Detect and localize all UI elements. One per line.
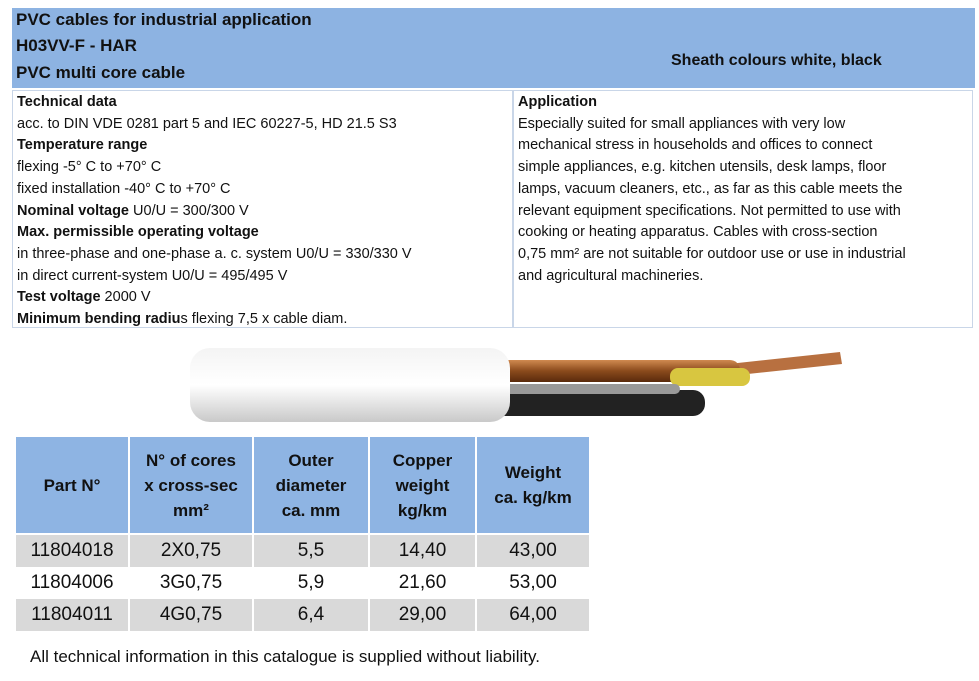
table-cell: 4G0,75 <box>130 599 252 631</box>
title-line: PVC cables for industrial application <box>16 10 312 29</box>
application-line: Especially suited for small appliances w… <box>518 115 846 132</box>
application-line: mechanical stress in households and offi… <box>518 137 873 154</box>
table-cell: 29,00 <box>370 599 475 631</box>
application-title: Application <box>518 94 597 110</box>
technical-text: s flexing 7,5 x cable diam. <box>180 311 348 328</box>
disclaimer: All technical information in this catalo… <box>30 647 540 666</box>
column-header: N° of cores x cross-sec mm² <box>130 437 252 535</box>
table-cell: 2X0,75 <box>130 535 252 567</box>
column-header-line: Copper <box>392 450 453 470</box>
column-header-line: Part N° <box>43 475 101 495</box>
technical-text: flexing -5° C to +70° C <box>17 159 162 176</box>
column-header-line: N° of cores <box>146 450 236 470</box>
technical-line: acc. to DIN VDE 0281 part 5 and IEC 6022… <box>17 114 508 136</box>
table-row: 11804018 2X0,75 5,5 14,40 43,00 <box>16 535 589 567</box>
application-line: and agricultural machineries. <box>518 267 704 284</box>
technical-line: Max. permissible operating voltage <box>17 222 508 244</box>
parts-table: Part N° N° of cores x cross-sec mm² Outer dia… <box>14 437 591 631</box>
column-header-line: diameter <box>275 475 347 495</box>
technical-text: Minimum bending radiu <box>17 311 181 328</box>
column-header: Copper weight kg/km <box>370 437 475 535</box>
technical-text: fixed installation -40° C to +70° C <box>17 180 231 197</box>
table-row: 11804006 3G0,75 5,9 21,60 53,00 <box>16 567 589 599</box>
table-cell: 11804006 <box>30 572 114 593</box>
technical-text: Nominal voltage <box>17 202 129 219</box>
application: Application Especially suited for small … <box>513 90 973 328</box>
column-header-line: ca. mm <box>281 500 341 520</box>
cable-image <box>190 348 842 422</box>
column-header-line: x cross-sec <box>144 475 238 495</box>
technical-line: Nominal voltage U0/U = 300/300 V <box>17 201 508 223</box>
table-cell: 3G0,75 <box>159 572 223 593</box>
table-cell: 43,00 <box>477 535 589 567</box>
table-cell: 53,00 <box>509 572 557 593</box>
technical-text: acc. to DIN VDE 0281 part 5 and IEC 6022… <box>17 115 397 132</box>
application-line: cooking or heating apparatus. Cables wit… <box>518 224 878 241</box>
sheath-colours: Sheath colours white, black <box>671 52 882 69</box>
technical-line: fixed installation -40° C to +70° C <box>17 179 508 201</box>
technical-text: Temperature range <box>17 137 148 154</box>
table-row: 11804011 4G0,75 6,4 29,00 64,00 <box>16 599 589 631</box>
application-line: simple appliances, e.g. kitchen utensils… <box>518 159 887 176</box>
technical-text: in direct current-system U0/U = 495/495 … <box>17 267 288 284</box>
column-header-line: mm² <box>173 500 209 520</box>
column-header: Part N° <box>16 437 128 535</box>
technical-text: Max. permissible operating voltage <box>17 224 259 241</box>
column-header: Outer diameter ca. mm <box>254 437 368 535</box>
technical-text: in three-phase and one-phase a. c. syste… <box>17 245 412 262</box>
technical-line: Technical data <box>17 92 508 114</box>
title-line: PVC multi core cable <box>16 63 186 82</box>
technical-data: Technical data acc. to DIN VDE 0281 part … <box>12 90 513 328</box>
column-header: Weight ca. kg/km <box>477 437 589 535</box>
technical-text: 2000 V <box>100 289 151 306</box>
technical-line: Test voltage 2000 V <box>17 287 508 309</box>
technical-line: in direct current-system U0/U = 495/495 … <box>17 266 508 288</box>
table-cell: 5,9 <box>297 572 325 593</box>
column-header-line: weight <box>395 475 450 495</box>
table-cell: 11804011 <box>16 599 128 631</box>
technical-text: U0/U = 300/300 V <box>129 202 249 219</box>
application-line: relevant equipment specifications. Not p… <box>518 202 901 219</box>
table-cell: 5,5 <box>254 535 368 567</box>
title-line: H03VV-F - HAR <box>16 36 137 55</box>
table-cell: 64,00 <box>477 599 589 631</box>
technical-text: Test voltage <box>17 289 101 306</box>
application-line: 0,75 mm² are not suitable for outdoor us… <box>518 245 906 262</box>
table-cell: 14,40 <box>370 535 475 567</box>
header-band: PVC cables for industrial application H0… <box>12 8 975 88</box>
technical-line: flexing -5° C to +70° C <box>17 157 508 179</box>
column-header-line: Outer <box>288 450 334 470</box>
column-header-line: ca. kg/km <box>494 488 572 507</box>
table-cell: 6,4 <box>254 599 368 631</box>
column-header-line: kg/km <box>397 500 448 520</box>
table-cell: 11804018 <box>16 535 128 567</box>
technical-line: Temperature range <box>17 135 508 157</box>
column-header-line: Weight <box>504 463 562 482</box>
application-line: lamps, vacuum cleaners, etc., as far as … <box>518 180 903 197</box>
technical-text: Technical data <box>17 94 117 110</box>
technical-line: in three-phase and one-phase a. c. syste… <box>17 244 508 266</box>
technical-line: Minimum bending radius flexing 7,5 x cab… <box>17 309 508 331</box>
table-cell: 21,60 <box>398 572 447 593</box>
